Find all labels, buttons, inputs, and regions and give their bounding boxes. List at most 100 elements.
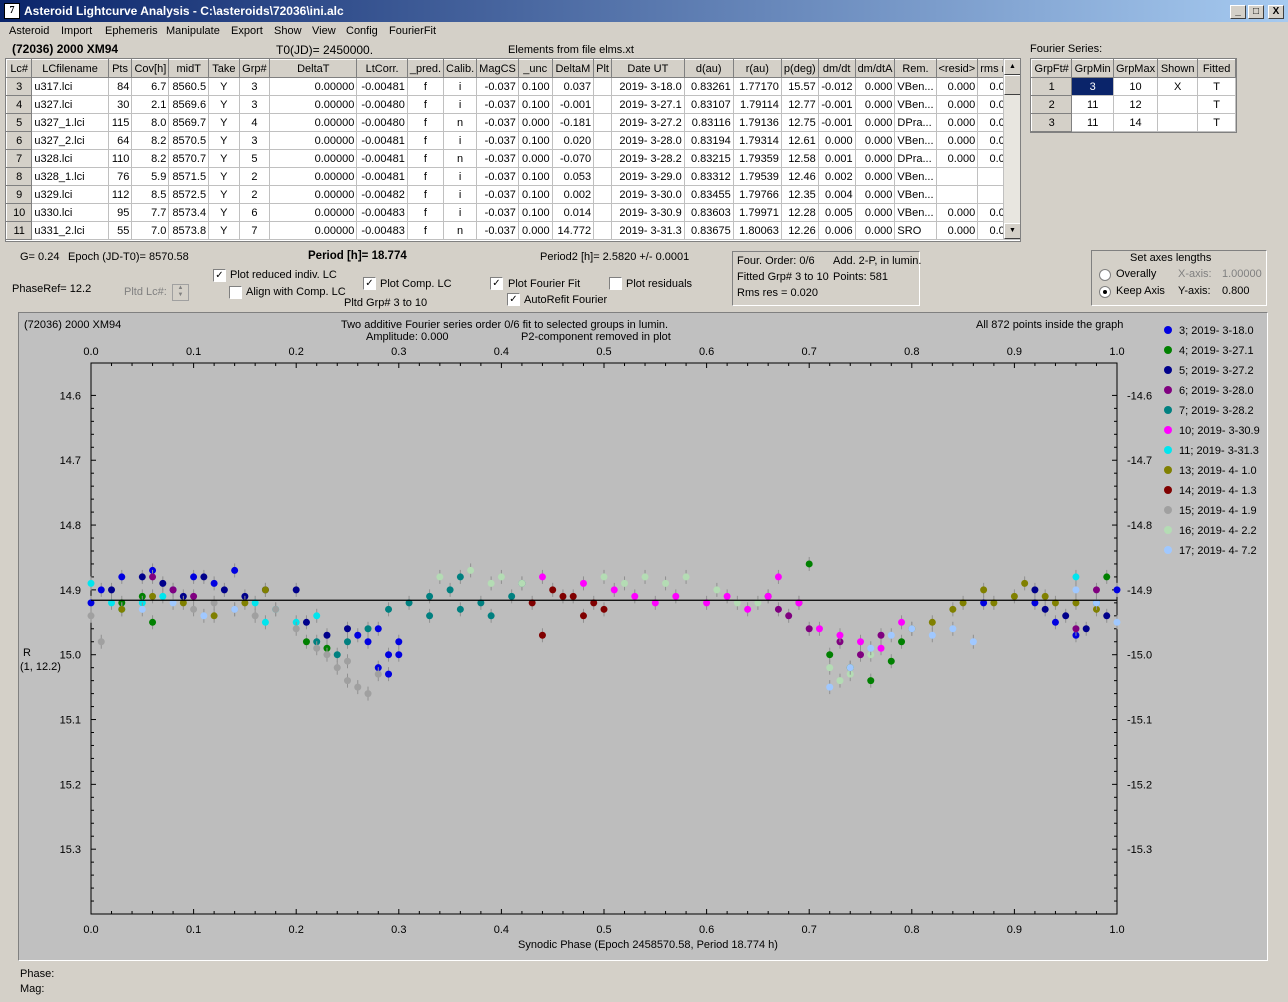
- table-cell[interactable]: -0.00483: [356, 203, 408, 222]
- table-cell[interactable]: 0.100: [517, 167, 553, 186]
- table-cell[interactable]: f: [406, 185, 445, 204]
- table-cell[interactable]: f: [406, 77, 445, 96]
- table-cell[interactable]: 7.0: [131, 221, 170, 240]
- table-cell[interactable]: 0.00000: [269, 77, 358, 96]
- table-cell[interactable]: 0.83261: [683, 77, 734, 96]
- fourier-cell[interactable]: 14: [1112, 113, 1159, 132]
- column-header[interactable]: LtCorr.: [356, 59, 408, 78]
- table-cell[interactable]: 0.000: [854, 113, 896, 132]
- table-cell[interactable]: 12.77: [780, 95, 819, 114]
- align-comp-checkbox[interactable]: [229, 286, 242, 299]
- column-header[interactable]: Calib.: [443, 59, 478, 78]
- table-cell[interactable]: 2019- 3-18.0: [611, 77, 685, 96]
- table-cell[interactable]: 0.83215: [683, 149, 734, 168]
- fourier-cell[interactable]: [1157, 95, 1199, 114]
- table-cell[interactable]: 3: [238, 131, 271, 150]
- table-cell[interactable]: 8573.8: [168, 221, 210, 240]
- table-cell[interactable]: 115: [107, 113, 133, 132]
- table-cell[interactable]: 0.83194: [683, 131, 734, 150]
- table-cell[interactable]: 0.100: [517, 77, 553, 96]
- table-cell[interactable]: 0.000: [935, 131, 979, 150]
- table-cell[interactable]: u327_1.lci: [31, 113, 109, 132]
- column-header[interactable]: Cov[h]: [131, 59, 170, 78]
- table-cell[interactable]: 2: [238, 167, 271, 186]
- table-cell[interactable]: Y: [208, 185, 240, 204]
- table-cell[interactable]: 0.100: [517, 131, 553, 150]
- fourier-cell[interactable]: T: [1197, 95, 1236, 114]
- table-cell[interactable]: 12.46: [780, 167, 819, 186]
- table-cell[interactable]: 0.000: [854, 95, 896, 114]
- table-cell[interactable]: 0.000: [854, 185, 896, 204]
- table-cell[interactable]: 0.100: [517, 203, 553, 222]
- table-cell[interactable]: -0.00481: [356, 149, 408, 168]
- table-cell[interactable]: Y: [208, 221, 240, 240]
- table-cell[interactable]: 1.79971: [732, 203, 782, 222]
- table-cell[interactable]: 0.002: [817, 167, 856, 186]
- table-cell[interactable]: 0.83312: [683, 167, 734, 186]
- row-header[interactable]: 3: [6, 77, 33, 96]
- column-header[interactable]: <resid>: [935, 59, 979, 78]
- table-cell[interactable]: VBen...: [894, 167, 937, 186]
- autorefit-checkbox[interactable]: ✓: [507, 293, 520, 306]
- table-cell[interactable]: DPra...: [894, 113, 937, 132]
- table-cell[interactable]: -0.181: [551, 113, 595, 132]
- table-cell[interactable]: f: [406, 221, 445, 240]
- row-header[interactable]: 7: [6, 149, 33, 168]
- table-cell[interactable]: 0.000: [854, 203, 896, 222]
- fourier-row-header[interactable]: 1: [1031, 77, 1073, 96]
- table-row[interactable]: 9 u329.lci 112 8.5 8572.5 Y 2 0.00000 -0.00482 f i…: [6, 185, 1020, 204]
- table-cell[interactable]: 0.83675: [683, 221, 734, 240]
- table-cell[interactable]: n: [443, 149, 478, 168]
- table-cell[interactable]: 8570.7: [168, 149, 210, 168]
- fourier-row[interactable]: 3 11 14 T: [1031, 113, 1236, 132]
- table-cell[interactable]: -0.037: [476, 167, 519, 186]
- table-cell[interactable]: -0.001: [817, 113, 856, 132]
- table-cell[interactable]: n: [443, 221, 478, 240]
- table-cell[interactable]: 0.00000: [269, 185, 358, 204]
- table-cell[interactable]: f: [406, 95, 445, 114]
- fourier-series-table[interactable]: GrpFt# GrpMin GrpMax Shown Fitted 1 3 10 X T 2 11 1…: [1030, 58, 1237, 133]
- table-cell[interactable]: VBen...: [894, 203, 937, 222]
- table-cell[interactable]: u329.lci: [31, 185, 109, 204]
- table-cell[interactable]: i: [443, 77, 478, 96]
- table-cell[interactable]: 8.2: [131, 149, 170, 168]
- fourier-cell[interactable]: 11: [1071, 113, 1114, 132]
- table-cell[interactable]: f: [406, 167, 445, 186]
- table-cell[interactable]: [593, 221, 612, 240]
- table-cell[interactable]: 0.000: [854, 77, 896, 96]
- row-header[interactable]: 4: [6, 95, 33, 114]
- table-cell[interactable]: 0.83116: [683, 113, 734, 132]
- table-cell[interactable]: 0.000: [935, 77, 979, 96]
- table-cell[interactable]: 1.80063: [732, 221, 782, 240]
- table-cell[interactable]: u328_1.lci: [31, 167, 109, 186]
- table-cell[interactable]: 0.005: [817, 203, 856, 222]
- table-cell[interactable]: 0.000: [935, 221, 979, 240]
- table-cell[interactable]: Y: [208, 113, 240, 132]
- table-cell[interactable]: 1.79359: [732, 149, 782, 168]
- table-cell[interactable]: 0.00000: [269, 221, 358, 240]
- table-cell[interactable]: -0.037: [476, 95, 519, 114]
- table-cell[interactable]: 8.0: [131, 113, 170, 132]
- table-cell[interactable]: [935, 185, 979, 204]
- table-cell[interactable]: 64: [107, 131, 133, 150]
- table-cell[interactable]: 2019- 3-31.3: [611, 221, 685, 240]
- menu-show[interactable]: Show: [274, 25, 302, 37]
- overall-radio[interactable]: [1099, 269, 1111, 281]
- lightcurve-table[interactable]: Lc# LCfilename Pts Cov[h] midT Take Grp# DeltaT…: [5, 58, 1021, 242]
- table-cell[interactable]: 0.100: [517, 185, 553, 204]
- table-cell[interactable]: 0.000: [935, 149, 979, 168]
- table-cell[interactable]: 0.00000: [269, 113, 358, 132]
- table-cell[interactable]: 84: [107, 77, 133, 96]
- table-cell[interactable]: -0.00481: [356, 77, 408, 96]
- column-header[interactable]: _pred.: [406, 59, 445, 78]
- table-cell[interactable]: [593, 77, 612, 96]
- table-row[interactable]: 10 u330.lci 95 7.7 8573.4 Y 6 0.00000 -0.00483 f i…: [6, 203, 1020, 222]
- table-cell[interactable]: VBen...: [894, 131, 937, 150]
- table-cell[interactable]: -0.037: [476, 221, 519, 240]
- fourier-column-header[interactable]: GrpFt#: [1031, 59, 1073, 78]
- table-cell[interactable]: Y: [208, 131, 240, 150]
- table-cell[interactable]: 12.35: [780, 185, 819, 204]
- table-cell[interactable]: VBen...: [894, 95, 937, 114]
- table-cell[interactable]: 76: [107, 167, 133, 186]
- column-header[interactable]: Take: [208, 59, 240, 78]
